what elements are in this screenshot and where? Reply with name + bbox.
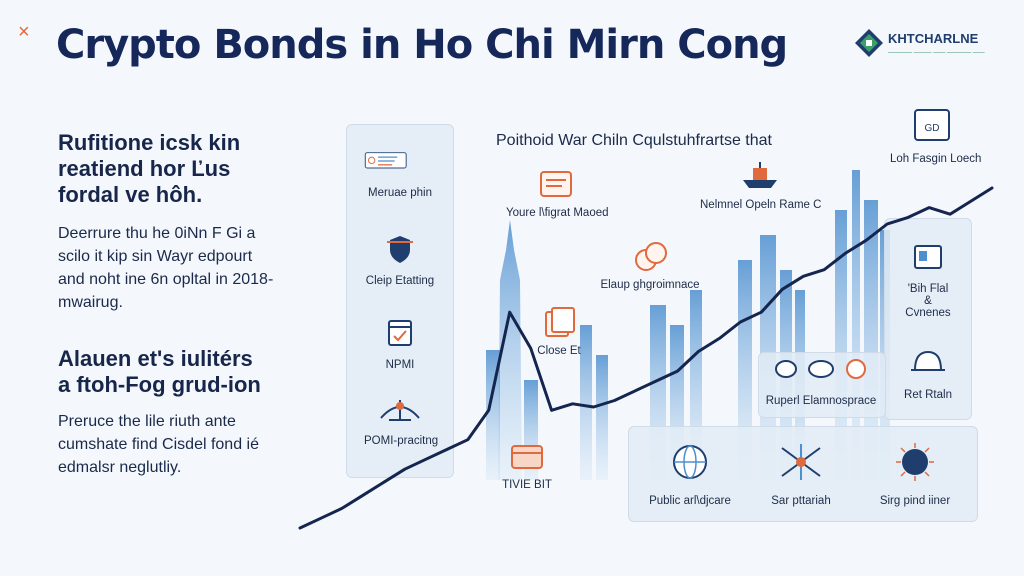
calendar-icon (388, 320, 412, 346)
heading-line: fordal ve hôh. (58, 182, 203, 207)
center-item-label: Close Et (537, 345, 581, 357)
gauges-icon (775, 359, 866, 379)
right-item-label: Cvnenes (905, 307, 951, 319)
left-paragraph-1: Deerrure thu he 0iNn F Gi a scilo it kip… (58, 222, 298, 314)
sidebar-item-label: POMI-pracitng (364, 435, 439, 447)
text-line: Deerrure thu he 0iNn F Gi a (58, 225, 256, 242)
globe-spark-icon (896, 443, 934, 481)
text-line: Preruce the lile riuth ante (58, 413, 236, 430)
network-icon (380, 400, 420, 421)
sidebar-item-label: Cleip Etatting (365, 275, 435, 287)
document-icon (364, 152, 407, 169)
bottom-item-2[interactable]: Sar pttariah (756, 442, 846, 507)
text-line: cumshate find Cisdel fond ié (58, 436, 259, 453)
left-paragraph-2: Preruce the lile riuth ante cumshate fin… (58, 410, 298, 479)
globe-icon (673, 445, 707, 479)
center-item-3[interactable]: Elaup ghgroimnace (600, 240, 700, 291)
sidebar-item-label: NPMI (385, 359, 415, 371)
right-item-label: 'Bih Flal (907, 283, 949, 295)
wallet-icon (914, 245, 942, 269)
center-item-label: Youre l\figrat Maoed (506, 207, 609, 219)
sidebar-item-label: Meruae phin (368, 187, 432, 199)
right-item-box[interactable]: 'Bih Flal & Cvnenes (892, 244, 964, 319)
left-heading-1: Rufitione icsk kin reatiend hor Ľus ford… (58, 130, 318, 208)
center-item-5[interactable]: TIVIE BIT (494, 440, 560, 491)
bottom-item-1[interactable]: Public arl\djcare (640, 442, 740, 507)
logo-tagline: ———— ——— —— ———— —— (888, 50, 985, 56)
brand-logo: KHTCHARLNE ———— ——— —— ———— —— (852, 26, 1002, 66)
page-title: Crypto Bonds in Ho Chi Mirn Cong (56, 22, 788, 68)
center-item-2[interactable]: Nelmnel Opeln Rame C (700, 160, 822, 211)
ship-icon (743, 162, 777, 188)
right-item-top[interactable]: GD Loh Fasgin Loech (890, 108, 982, 165)
logo-mark-icon (855, 29, 883, 57)
heading-line: Alauen et's iulitérs (58, 346, 253, 371)
heading-line: a ftoh-Fog grud-ion (58, 372, 261, 397)
center-item-label: Elaup ghgroimnace (600, 279, 700, 291)
center-item-4[interactable]: Close Et (524, 306, 594, 357)
shield-icon (387, 236, 413, 263)
text-line: scilo it kip sin Wayr edpourt (58, 248, 253, 265)
text-line: mwairug. (58, 294, 123, 311)
files-icon (545, 307, 575, 337)
heading-line: reatiend hor Ľus (58, 156, 231, 181)
bottom-item-label: Sirg pind iiner (879, 495, 951, 507)
center-item-1[interactable]: Youre l\figrat Maoed (506, 168, 609, 219)
center-item-label: TIVIE BIT (502, 479, 552, 491)
helmet-icon (911, 350, 945, 371)
logo-name: KHTCHARLNE (888, 31, 979, 46)
trend-line (298, 186, 994, 530)
center-item-label: Nelmnel Opeln Rame C (700, 199, 822, 211)
badge-text: GD (925, 123, 940, 134)
card-icon (540, 171, 572, 197)
bottom-item-label: Sar pttariah (771, 495, 831, 507)
sidebar-item-4[interactable]: POMI-pracitng (364, 392, 439, 447)
right-item-label: Ruperl Elamnosprace (765, 395, 877, 407)
text-line: edmalsr neglutliy. (58, 459, 182, 476)
text-line: and noht ine 6n opltal in 2018- (58, 271, 274, 288)
right-item-side[interactable]: Ret Rtaln (892, 344, 964, 401)
center-heading: Poithoid War Chiln Cqulstuhfrartse that (496, 132, 772, 149)
left-heading-2: Alauen et's iulitérs a ftoh-Fog grud-ion (58, 346, 318, 398)
sidebar-item-2[interactable]: Cleip Etatting (364, 232, 436, 287)
drone-icon (781, 444, 821, 480)
bottom-item-3[interactable]: Sirg pind iiner (870, 442, 960, 507)
bottom-item-label: Public arl\djcare (649, 495, 731, 507)
badge-icon: GD (914, 109, 950, 141)
heading-line: Rufitione icsk kin (58, 130, 241, 155)
right-item-label: & (924, 295, 932, 307)
right-item-mid[interactable]: Ruperl Elamnosprace (760, 356, 882, 407)
sidebar-item-1[interactable]: Meruae phin (364, 144, 436, 199)
close-icon[interactable]: × (18, 21, 30, 43)
sidebar-item-3[interactable]: NPMI (364, 316, 436, 371)
right-item-label: Ret Rtaln (904, 389, 952, 401)
coins-icon (635, 242, 667, 271)
box-icon (511, 445, 543, 469)
right-item-label: Loh Fasgin Loech (890, 153, 982, 165)
